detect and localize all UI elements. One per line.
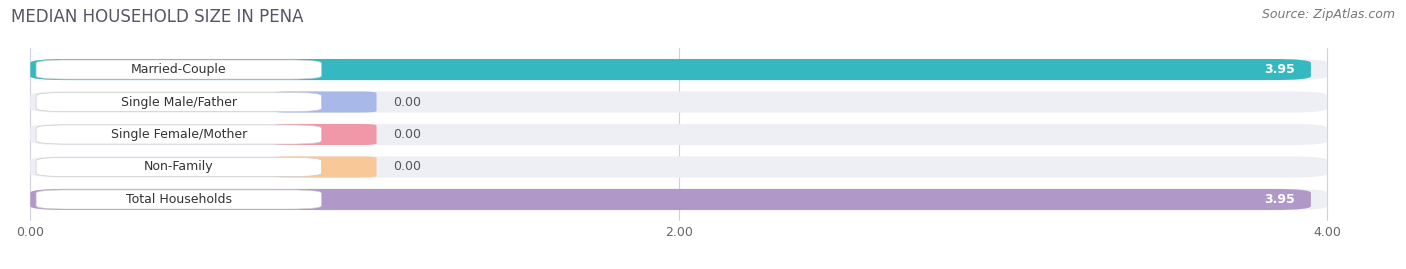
FancyBboxPatch shape — [273, 124, 377, 145]
Text: Non-Family: Non-Family — [143, 161, 214, 174]
Text: 3.95: 3.95 — [1264, 193, 1295, 206]
Text: 0.00: 0.00 — [392, 128, 420, 141]
Text: 0.00: 0.00 — [392, 95, 420, 108]
FancyBboxPatch shape — [31, 59, 1310, 80]
FancyBboxPatch shape — [31, 59, 1327, 80]
Text: Married-Couple: Married-Couple — [131, 63, 226, 76]
FancyBboxPatch shape — [31, 124, 1327, 145]
Text: Total Households: Total Households — [125, 193, 232, 206]
Text: 3.95: 3.95 — [1264, 63, 1295, 76]
Text: 0.00: 0.00 — [392, 161, 420, 174]
Text: Single Female/Mother: Single Female/Mother — [111, 128, 247, 141]
FancyBboxPatch shape — [37, 93, 322, 112]
FancyBboxPatch shape — [31, 189, 1327, 210]
FancyBboxPatch shape — [31, 157, 1327, 178]
FancyBboxPatch shape — [273, 91, 377, 112]
FancyBboxPatch shape — [37, 190, 322, 209]
FancyBboxPatch shape — [37, 157, 322, 176]
FancyBboxPatch shape — [37, 125, 322, 144]
FancyBboxPatch shape — [31, 189, 1310, 210]
FancyBboxPatch shape — [37, 60, 322, 79]
Text: MEDIAN HOUSEHOLD SIZE IN PENA: MEDIAN HOUSEHOLD SIZE IN PENA — [11, 8, 304, 26]
Text: Source: ZipAtlas.com: Source: ZipAtlas.com — [1261, 8, 1395, 21]
FancyBboxPatch shape — [31, 91, 1327, 112]
Text: Single Male/Father: Single Male/Father — [121, 95, 236, 108]
FancyBboxPatch shape — [273, 157, 377, 178]
